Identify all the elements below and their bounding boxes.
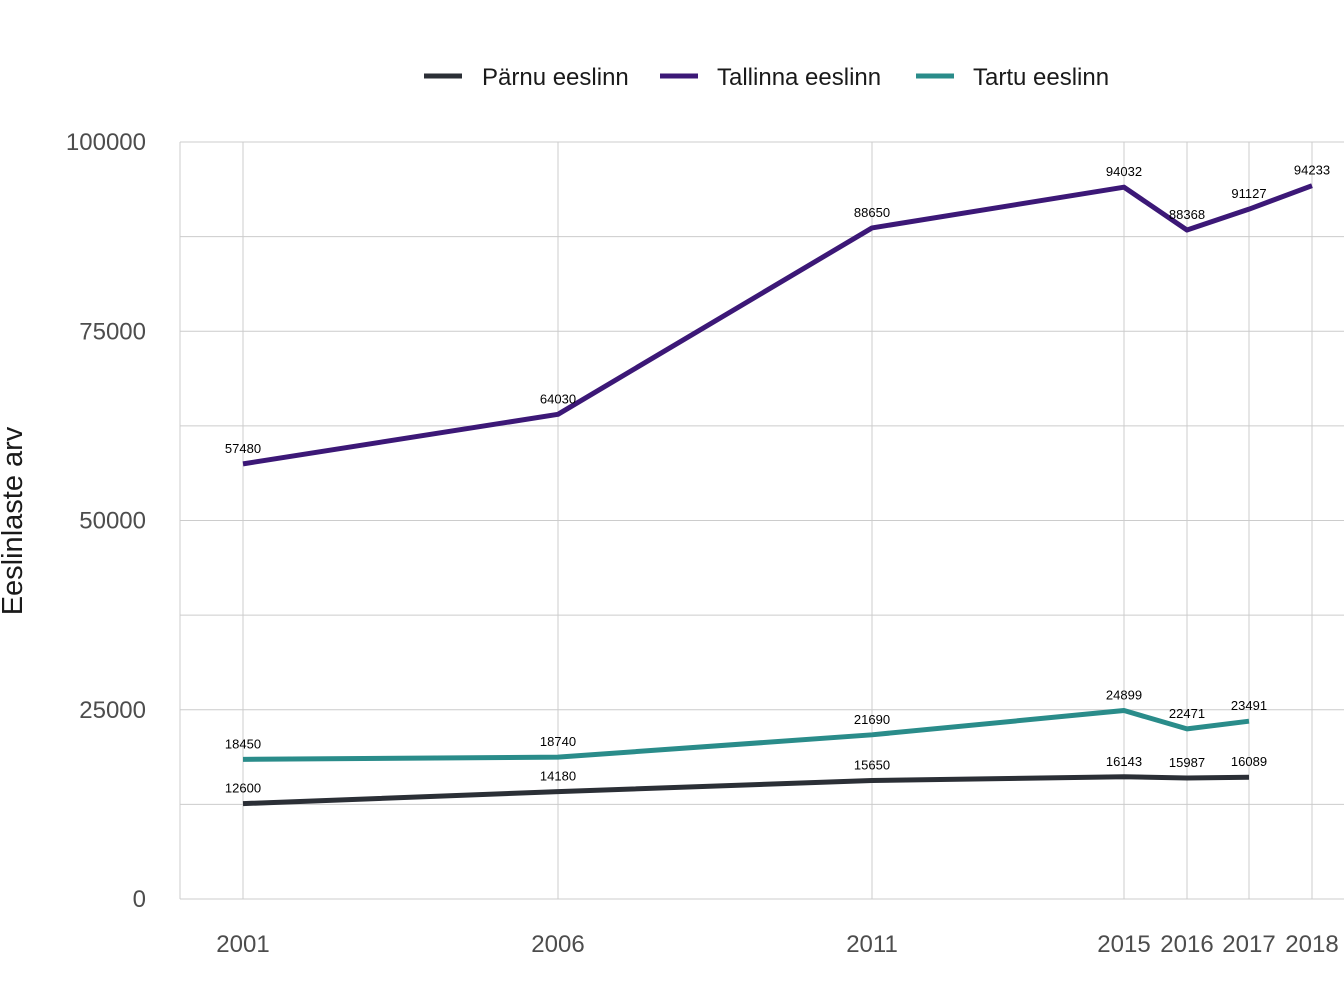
data-label: 23491 [1231, 698, 1267, 713]
legend-label-2: Tallinna eeslinn [717, 64, 881, 91]
data-label: 94233 [1294, 163, 1330, 178]
data-label: 18450 [225, 736, 261, 751]
x-tick-label: 2011 [846, 931, 898, 958]
data-label: 88650 [854, 205, 890, 220]
series-line-3 [242, 708, 1250, 762]
x-tick-label: 2001 [216, 931, 269, 958]
axes: 0 25000 50000 75000 100000 2001 2006 2011 2015 20… [66, 129, 1339, 958]
data-label: 22471 [1169, 706, 1205, 721]
data-label: 18740 [540, 734, 576, 749]
x-tick-label: 2015 [1097, 931, 1150, 958]
x-tick-label: 2018 [1285, 931, 1338, 958]
y-tick-label: 50000 [79, 508, 146, 535]
data-label: 94032 [1106, 164, 1142, 179]
y-tick-label: 25000 [79, 697, 146, 724]
y-tick-label: 100000 [66, 129, 146, 156]
series-line-1 [242, 774, 1250, 807]
data-label: 15987 [1169, 755, 1205, 770]
data-label: 64030 [540, 391, 576, 406]
data-label: 88368 [1169, 207, 1205, 222]
y-axis-title: Eeslinlaste arv [0, 426, 29, 615]
data-label: 24899 [1106, 688, 1142, 703]
data-label: 14180 [540, 769, 576, 784]
data-label: 91127 [1231, 186, 1266, 201]
x-tick-label: 2016 [1160, 931, 1213, 958]
gridlines [180, 141, 1344, 900]
data-labels: 12600 14180 15650 16143 15987 16089 57480 64030… [225, 163, 1330, 796]
data-label: 12600 [225, 781, 261, 796]
x-tick-label: 2017 [1222, 931, 1275, 958]
legend: Pärnu eeslinn Tallinna eeslinn Tartu eesli… [424, 64, 1109, 91]
legend-label-1: Pärnu eeslinn [482, 64, 629, 91]
x-tick-label: 2006 [531, 931, 584, 958]
data-label: 16143 [1106, 754, 1142, 769]
y-tick-label: 0 [133, 886, 146, 913]
y-tick-label: 75000 [79, 318, 146, 345]
data-label: 21690 [854, 712, 890, 727]
data-label: 57480 [225, 441, 261, 456]
data-label: 16089 [1231, 754, 1267, 769]
series-lines [242, 183, 1313, 807]
series-line-2 [242, 183, 1313, 467]
legend-label-3: Tartu eeslinn [973, 64, 1109, 91]
data-label: 15650 [854, 758, 890, 773]
